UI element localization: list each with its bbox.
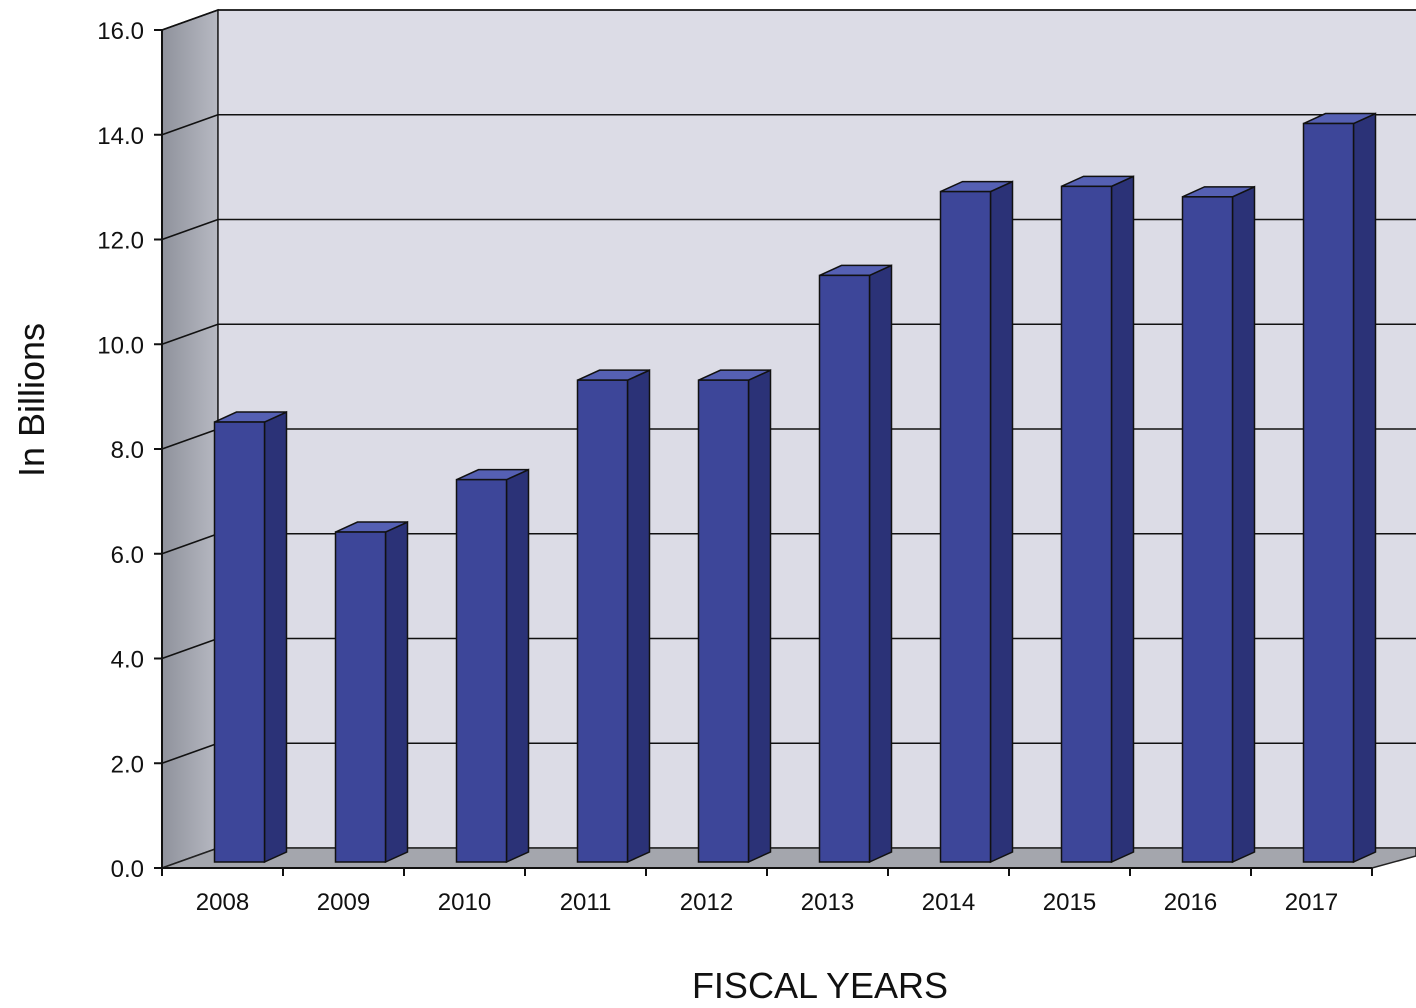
- bar-front: [576, 379, 629, 863]
- y-tick-label: 8.0: [111, 437, 144, 464]
- y-tick-labels: 0.0 2.0 4.0 6.0 8.0 10.0 12.0 14.0 16.0: [97, 18, 144, 883]
- bar-side: [747, 368, 772, 864]
- y-axis-title: In Billions: [11, 323, 52, 477]
- bar-front: [213, 421, 266, 863]
- bar-front: [334, 531, 387, 863]
- x-tick-label: 2016: [1164, 889, 1217, 916]
- y-tick-label: 4.0: [111, 647, 144, 674]
- bar-2017: [1302, 112, 1377, 864]
- side-grid-line: [161, 428, 219, 450]
- x-tick-label: 2015: [1043, 889, 1096, 916]
- bar-side: [626, 368, 651, 864]
- x-tick-label: 2013: [801, 889, 854, 916]
- bar-side: [263, 410, 288, 864]
- bar-front: [1302, 122, 1355, 863]
- bar-2009: [334, 520, 409, 864]
- bar-side: [1110, 175, 1135, 864]
- bar-side: [989, 180, 1014, 864]
- y-tick-label: 10.0: [97, 332, 144, 359]
- bar-front: [818, 274, 871, 863]
- bar-side: [384, 520, 409, 864]
- x-tick-label: 2017: [1285, 889, 1338, 916]
- x-tick-label: 2012: [680, 889, 733, 916]
- side-grid-line: [161, 637, 219, 660]
- bar-2014: [939, 180, 1014, 864]
- bar-2015: [1060, 175, 1135, 864]
- side-grid-line: [161, 323, 219, 346]
- y-tick-label: 0.0: [111, 856, 144, 883]
- bar-front: [939, 190, 992, 863]
- side-grid-line: [161, 742, 219, 765]
- y-tick-label: 6.0: [111, 542, 144, 569]
- bar-side: [505, 468, 530, 864]
- bar-2012: [697, 368, 772, 864]
- x-tick-label: 2009: [317, 889, 370, 916]
- bar-front: [1181, 196, 1234, 863]
- bar-side: [1231, 185, 1256, 864]
- x-tick-label: 2014: [922, 889, 975, 916]
- side-grid-line: [161, 113, 219, 136]
- x-tick-label: 2010: [438, 889, 491, 916]
- side-grid-line: [161, 218, 219, 241]
- bar-front: [697, 379, 750, 863]
- bar-front: [455, 478, 508, 863]
- y-tick-label: 14.0: [97, 123, 144, 150]
- y-tick-label: 12.0: [97, 228, 144, 255]
- x-tick-label: 2011: [560, 889, 612, 916]
- bar-2011: [576, 368, 651, 864]
- bars: [213, 112, 1377, 864]
- bar-side: [868, 264, 893, 864]
- axes: [154, 29, 1373, 876]
- bar-front: [1060, 185, 1113, 863]
- bar-2013: [818, 264, 893, 864]
- bar-2008: [213, 410, 288, 864]
- side-grid-line: [161, 532, 219, 555]
- x-tick-labels: 2008 2009 2010 2011 2012 2013 2014 2015 2016 2017: [196, 889, 1338, 916]
- x-axis-title: FISCAL YEARS: [692, 965, 948, 1006]
- side-grid-line: [161, 9, 219, 31]
- bar-side: [1352, 112, 1377, 864]
- x-tick-label: 2008: [196, 889, 249, 916]
- bar-2010: [455, 468, 530, 864]
- bar-2016: [1181, 185, 1256, 864]
- y-tick-label: 2.0: [111, 751, 144, 778]
- y-tick-label: 16.0: [97, 18, 144, 45]
